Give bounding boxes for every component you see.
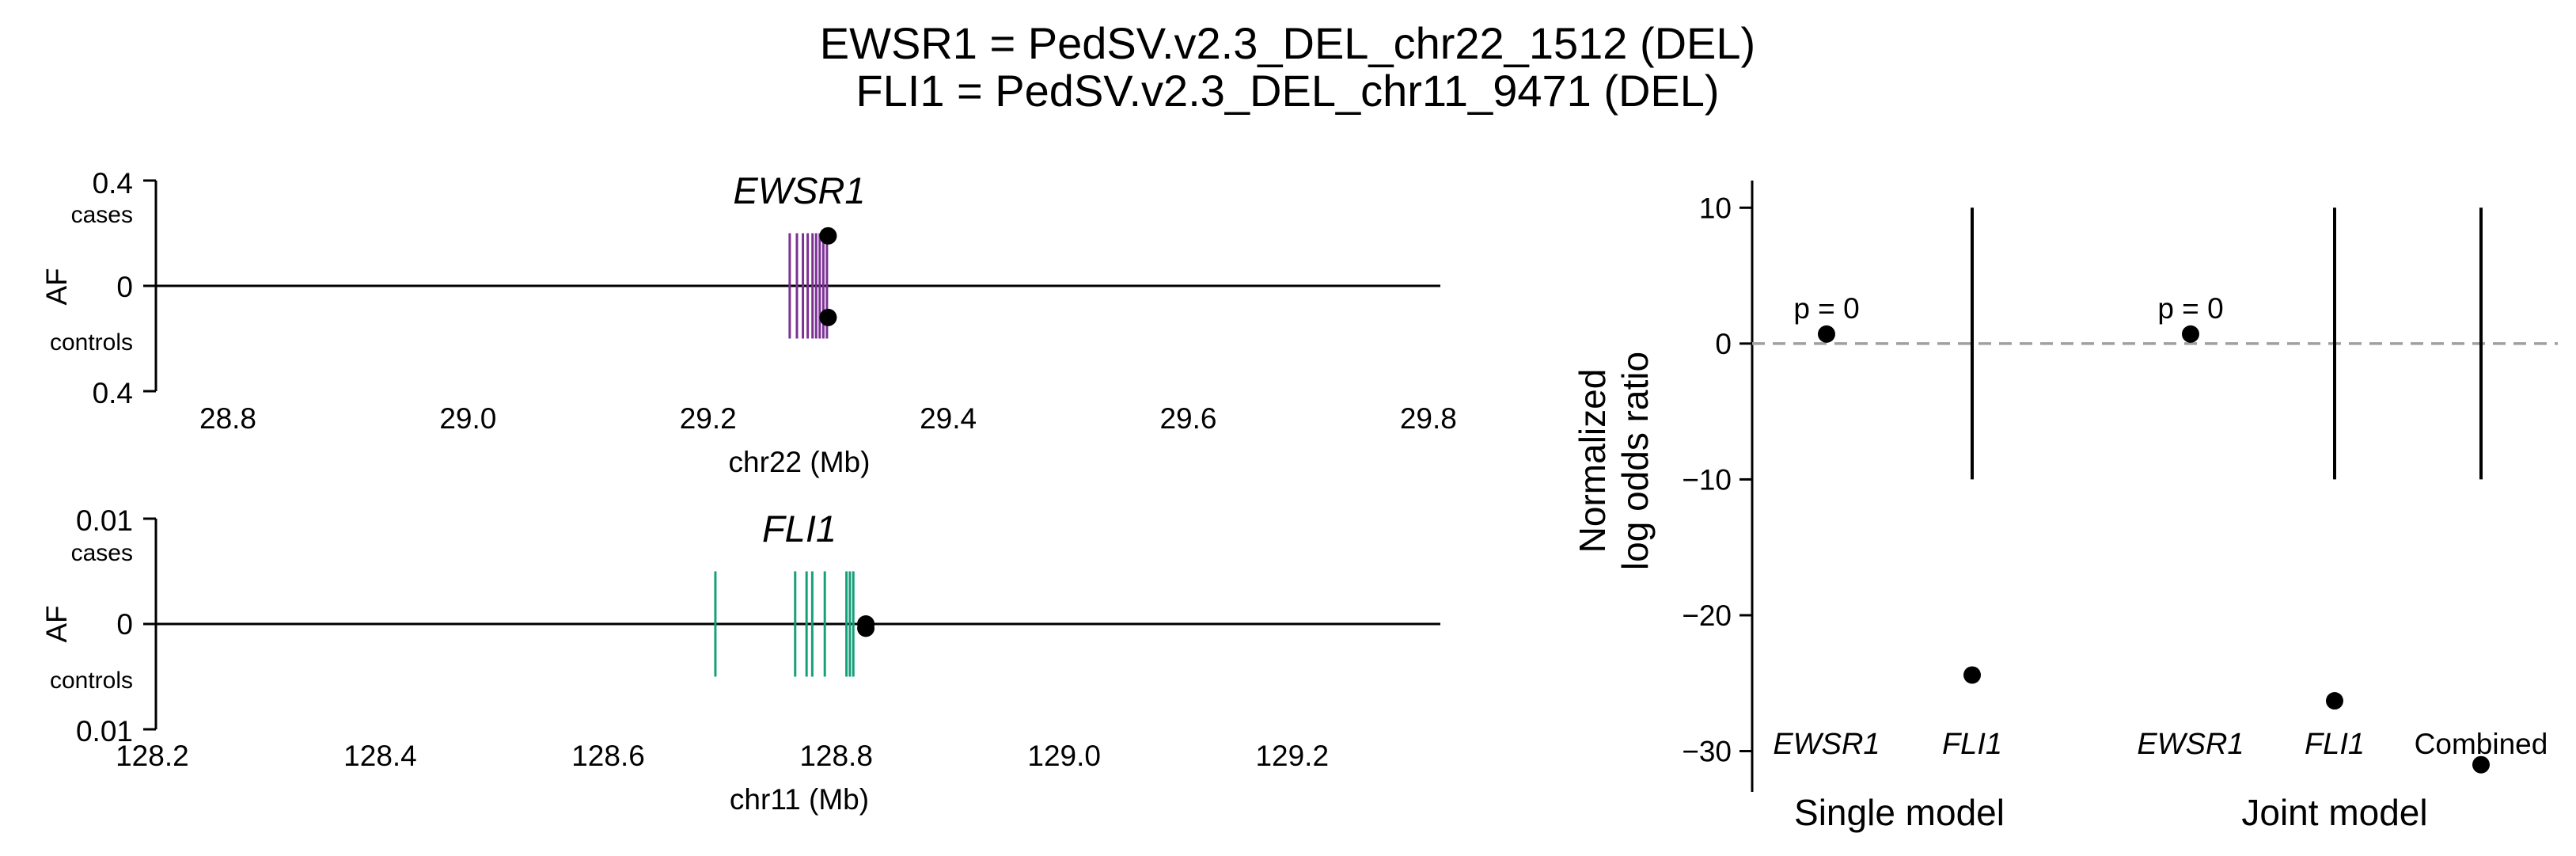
x-tick-label: 28.8 — [199, 402, 256, 435]
estimate-point — [2326, 692, 2343, 710]
y-tick-label: −30 — [1682, 736, 1732, 768]
y-tick-label: 10 — [1699, 192, 1732, 224]
category-label: Combined — [2415, 728, 2548, 760]
y-axis-label: AF — [40, 268, 73, 305]
figure-title-line-2: FLI1 = PedSV.v2.3_DEL_chr11_9471 (DEL) — [856, 66, 1719, 116]
x-tick-label: 129.0 — [1027, 740, 1101, 772]
controls-label: controls — [50, 668, 133, 694]
figure-title-line-1: EWSR1 = PedSV.v2.3_DEL_chr22_1512 (DEL) — [820, 18, 1755, 68]
af-point-controls — [857, 619, 875, 637]
p-value-annotation: p = 0 — [2157, 292, 2223, 325]
x-tick-label: 128.4 — [343, 740, 417, 772]
af-point-cases — [819, 226, 837, 245]
p-value-annotation: p = 0 — [1793, 292, 1859, 325]
y-axis-label: AF — [40, 605, 73, 642]
y-tick-label: −10 — [1682, 463, 1732, 496]
category-label: FLI1 — [1942, 728, 2002, 761]
y-tick-label-bottom: 0.4 — [93, 377, 133, 409]
category-label: EWSR1 — [2137, 728, 2244, 761]
track-gene-name: EWSR1 — [733, 169, 865, 211]
cases-label: cases — [71, 202, 133, 228]
y-axis-label-line-2: log odds ratio — [1614, 352, 1656, 570]
y-tick-label: 0 — [1715, 328, 1732, 360]
group-label: Single model — [1794, 792, 2005, 833]
x-axis-label: chr22 (Mb) — [729, 446, 871, 478]
af-point-controls — [819, 308, 837, 326]
x-tick-label: 128.6 — [571, 740, 645, 772]
x-tick-label: 29.6 — [1159, 402, 1216, 435]
y-axis-label-line-1: Normalized — [1572, 369, 1613, 554]
estimate-point — [1963, 666, 1981, 684]
x-tick-label: 29.0 — [439, 402, 496, 435]
y-tick-label: −20 — [1682, 599, 1732, 632]
y-tick-label-bottom: 0.01 — [76, 715, 133, 748]
cases-label: cases — [71, 540, 133, 566]
category-label: FLI1 — [2305, 728, 2365, 761]
x-tick-label: 128.2 — [116, 740, 189, 772]
x-tick-label: 29.2 — [680, 402, 737, 435]
x-tick-label: 29.8 — [1400, 402, 1457, 435]
x-tick-label: 129.2 — [1255, 740, 1329, 772]
odds-ratio-panel: Normalized log odds ratio 10 0 −10 −20 −30 EW… — [1572, 181, 2558, 833]
y-tick-label-top: 0.01 — [76, 504, 133, 537]
ewsr1-track-panel: EWSR1 0.4 cases 0 controls 0.4 AF chr22 … — [40, 167, 1457, 478]
y-tick-label-top: 0.4 — [93, 167, 133, 200]
controls-label: controls — [50, 329, 133, 356]
category-label: EWSR1 — [1773, 728, 1880, 761]
estimate-point — [2182, 325, 2199, 343]
estimate-point — [1818, 325, 1835, 343]
x-tick-label: 128.8 — [799, 740, 873, 772]
group-label: Joint model — [2241, 792, 2427, 833]
fli1-track-panel: FLI1 0.01 cases 0 controls 0.01 AF chr11… — [40, 504, 1440, 816]
y-tick-label-zero: 0 — [116, 271, 133, 303]
x-axis-label: chr11 (Mb) — [730, 783, 869, 816]
y-tick-label-zero: 0 — [116, 608, 133, 641]
x-tick-label: 29.4 — [920, 402, 977, 435]
track-gene-name: FLI1 — [762, 508, 837, 550]
estimate-point — [2472, 755, 2490, 774]
